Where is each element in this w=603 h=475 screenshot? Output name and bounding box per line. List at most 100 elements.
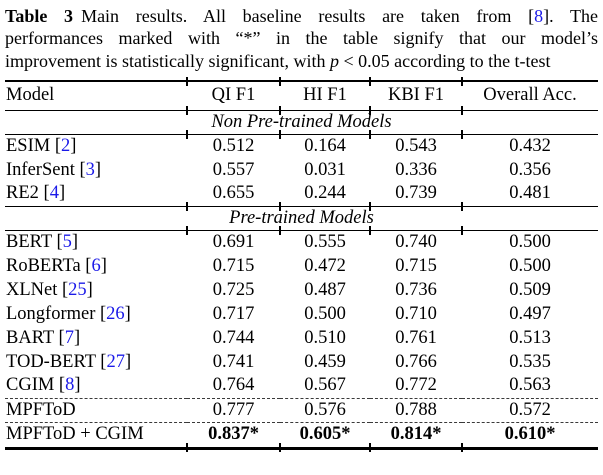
qi-f1-cell: 0.717 <box>212 303 255 324</box>
model-name: BART [ <box>6 327 65 348</box>
hi-f1-cell: 0.164 <box>279 129 370 158</box>
model-name: XLNet [ <box>6 279 69 300</box>
row-tod-bert: TOD-BERT [27] 0.741 0.459 0.766 0.535 <box>5 350 598 374</box>
citation-ref[interactable]: 3 <box>85 159 95 180</box>
row-xlnet: XLNet [25] 0.725 0.487 0.736 0.509 <box>5 278 598 302</box>
hi-f1-cell: 0.567 <box>304 375 346 396</box>
bracket-close: ] <box>124 303 131 324</box>
qi-f1-cell: 0.777 <box>212 399 255 420</box>
table-label: Table 3 <box>5 6 74 26</box>
kbi-f1-cell: 0.710 <box>395 303 437 324</box>
qi-f1-cell: 0.744 <box>212 327 255 348</box>
overall-acc-cell: 0.356 <box>509 159 551 180</box>
header-row: Model QI F1 HI F1 KBI F1 Overall Acc. <box>5 76 598 114</box>
overall-acc-cell: 0.509 <box>509 279 551 300</box>
citation-ref[interactable]: 25 <box>68 279 87 300</box>
kbi-f1-cell: 0.740 <box>369 225 462 254</box>
model-cell: ESIM [2] <box>5 134 187 158</box>
col-header-kbi-f1: KBI F1 <box>369 76 462 114</box>
model-cell: BART [7] <box>5 326 187 350</box>
col-header-qi-f1: QI F1 <box>186 76 280 114</box>
qi-f1-cell: 0.837* <box>186 422 280 452</box>
row-longformer: Longformer [26] 0.717 0.500 0.710 0.497 <box>5 302 598 326</box>
bracket-close: ] <box>74 375 81 396</box>
bracket-close: ] <box>100 255 107 276</box>
row-cgim: CGIM [8] 0.764 0.567 0.772 0.563 <box>5 374 598 399</box>
section-label: Pre-trained Models <box>229 207 374 228</box>
overall-acc-cell: 0.481 <box>461 182 598 211</box>
kbi-f1-cell: 0.543 <box>369 129 462 158</box>
section-label: Non Pre-trained Models <box>211 111 392 132</box>
row-mpftod: MPFToD 0.777 0.576 0.788 0.572 <box>5 398 598 423</box>
citation-ref[interactable]: 8 <box>65 375 75 396</box>
kbi-f1-cell: 0.715 <box>395 255 437 276</box>
hi-f1-cell: 0.459 <box>304 351 346 372</box>
caption-text-1b: ]. The <box>543 6 599 26</box>
row-bart: BART [7] 0.744 0.510 0.761 0.513 <box>5 326 598 350</box>
citation-ref[interactable]: 6 <box>91 255 101 276</box>
kbi-f1-cell: 0.772 <box>395 375 437 396</box>
model-cell: MPFToD + CGIM <box>5 422 187 448</box>
model-cell: BERT [5] <box>5 230 187 254</box>
model-cell: CGIM [8] <box>5 374 187 398</box>
qi-f1-cell: 0.741 <box>212 351 255 372</box>
hi-f1-cell: 0.510 <box>304 327 346 348</box>
bracket-close: ] <box>58 183 66 204</box>
citation-ref[interactable]: 27 <box>106 351 125 372</box>
caption-line-2: performances marked with “*” in the tabl… <box>5 28 598 49</box>
qi-f1-cell: 0.715 <box>212 255 255 276</box>
model-cell: RE2 [4] <box>5 182 187 206</box>
kbi-f1-cell: 0.739 <box>369 182 462 211</box>
qi-f1-cell: 0.655 <box>186 182 280 211</box>
model-name: ESIM [ <box>6 135 61 156</box>
citation-ref[interactable]: 26 <box>106 303 125 324</box>
overall-acc-cell: 0.500 <box>461 225 598 254</box>
qi-f1-cell: 0.557 <box>212 159 255 180</box>
row-roberta: RoBERTa [6] 0.715 0.472 0.715 0.500 <box>5 254 598 278</box>
model-cell: RoBERTa [6] <box>5 254 187 278</box>
model-name: MPFToD + CGIM <box>6 424 144 445</box>
overall-acc-cell: 0.500 <box>509 255 551 276</box>
caption-line-1: Table 3 Main results. All baseline result… <box>5 5 598 27</box>
kbi-f1-cell: 0.761 <box>395 327 437 348</box>
bracket-close: ] <box>73 327 81 348</box>
row-esim: ESIM [2] 0.512 0.164 0.543 0.432 <box>5 129 598 158</box>
hi-f1-cell: 0.576 <box>304 399 346 420</box>
citation-ref[interactable]: 5 <box>62 231 72 252</box>
overall-acc-cell: 0.497 <box>509 303 551 324</box>
kbi-f1-cell: 0.736 <box>395 279 437 300</box>
model-cell: Longformer [26] <box>5 302 187 326</box>
qi-f1-cell: 0.725 <box>212 279 255 300</box>
model-cell: MPFToD <box>5 398 187 422</box>
overall-acc-cell: 0.610* <box>461 422 598 452</box>
citation-ref[interactable]: 7 <box>64 327 74 348</box>
hi-f1-cell: 0.500 <box>304 303 346 324</box>
caption-text-3a: improvement is statistically significant… <box>5 50 330 71</box>
table-caption: Table 3 Main results. All baseline result… <box>5 5 598 72</box>
model-cell: TOD-BERT [27] <box>5 350 187 374</box>
col-header-hi-f1: HI F1 <box>279 76 370 114</box>
row-bert: BERT [5] 0.691 0.555 0.740 0.500 <box>5 225 598 254</box>
hi-f1-cell: 0.487 <box>304 279 346 300</box>
caption-text-3b: < 0.05 according to the t-test <box>338 50 551 71</box>
model-name: MPFToD <box>6 399 76 420</box>
caption-citation-ref[interactable]: 8 <box>534 6 544 26</box>
qi-f1-cell: 0.512 <box>186 129 280 158</box>
overall-acc-cell: 0.572 <box>509 399 551 420</box>
caption-line-3: improvement is statistically significant… <box>5 50 598 72</box>
row-infersent: InferSent [3] 0.557 0.031 0.336 0.356 <box>5 158 598 182</box>
kbi-f1-cell: 0.336 <box>395 159 437 180</box>
col-header-overall-acc: Overall Acc. <box>461 76 598 114</box>
hi-f1-cell: 0.244 <box>279 182 370 211</box>
bracket-close: ] <box>94 159 102 180</box>
section-non-pretrained: Non Pre-trained Models <box>5 110 598 135</box>
bracket-close: ] <box>86 279 93 300</box>
qi-f1-cell: 0.691 <box>186 225 280 254</box>
citation-ref[interactable]: 4 <box>49 183 59 204</box>
overall-acc-cell: 0.535 <box>509 351 551 372</box>
row-mpftod-cgim: MPFToD + CGIM 0.837* 0.605* 0.814* 0.610… <box>5 422 598 452</box>
model-cell: InferSent [3] <box>5 158 187 182</box>
citation-ref[interactable]: 2 <box>61 135 71 156</box>
overall-acc-cell: 0.432 <box>461 129 598 158</box>
results-table: Model QI F1 HI F1 KBI F1 Overall Acc. No… <box>5 76 598 452</box>
